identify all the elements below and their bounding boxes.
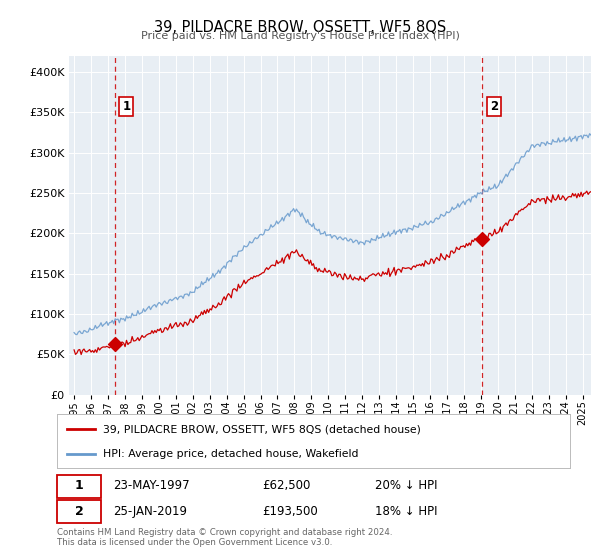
Text: HPI: Average price, detached house, Wakefield: HPI: Average price, detached house, Wake… [103,449,359,459]
Text: 1: 1 [122,100,131,113]
Text: 23-MAY-1997: 23-MAY-1997 [113,479,190,492]
Text: Price paid vs. HM Land Registry's House Price Index (HPI): Price paid vs. HM Land Registry's House … [140,31,460,41]
Text: 20% ↓ HPI: 20% ↓ HPI [375,479,437,492]
Text: Contains HM Land Registry data © Crown copyright and database right 2024.: Contains HM Land Registry data © Crown c… [57,528,392,537]
Text: This data is licensed under the Open Government Licence v3.0.: This data is licensed under the Open Gov… [57,538,332,547]
Text: 39, PILDACRE BROW, OSSETT, WF5 8QS (detached house): 39, PILDACRE BROW, OSSETT, WF5 8QS (deta… [103,424,421,435]
Text: £62,500: £62,500 [262,479,311,492]
Text: 25-JAN-2019: 25-JAN-2019 [113,505,187,517]
FancyBboxPatch shape [57,475,101,498]
Point [110,340,119,349]
Point [477,234,487,243]
Text: £193,500: £193,500 [262,505,318,517]
Text: 2: 2 [490,100,498,113]
Text: 39, PILDACRE BROW, OSSETT, WF5 8QS: 39, PILDACRE BROW, OSSETT, WF5 8QS [154,20,446,35]
Text: 1: 1 [74,479,83,492]
Text: 2: 2 [74,505,83,517]
FancyBboxPatch shape [57,500,101,523]
Text: 18% ↓ HPI: 18% ↓ HPI [375,505,437,517]
